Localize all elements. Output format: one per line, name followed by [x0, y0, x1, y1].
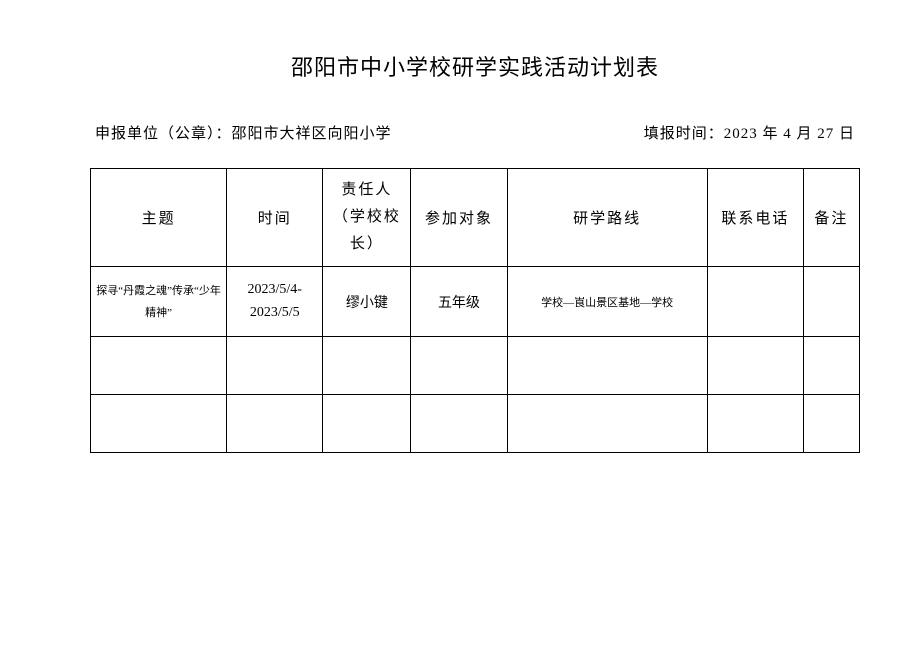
cell-topic	[91, 337, 227, 395]
info-left: 申报单位（公章）：邵阳市大祥区向阳小学	[95, 122, 392, 143]
header-target: 参加对象	[411, 169, 507, 267]
cell-note	[803, 267, 859, 337]
cell-phone	[707, 267, 803, 337]
cell-target	[411, 337, 507, 395]
cell-person: 缪小键	[323, 267, 411, 337]
header-phone: 联系电话	[707, 169, 803, 267]
header-route: 研学路线	[507, 169, 707, 267]
cell-topic: 探寻“丹霞之魂”传承“少年精神”	[91, 267, 227, 337]
cell-time	[227, 337, 323, 395]
info-row: 申报单位（公章）：邵阳市大祥区向阳小学 填报时间：2023 年 4 月 27 日	[90, 122, 860, 143]
cell-route	[507, 395, 707, 453]
cell-person	[323, 395, 411, 453]
date-label: 填报时间：	[644, 126, 724, 142]
cell-phone	[707, 395, 803, 453]
date-value: 2023 年 4 月 27 日	[724, 126, 855, 142]
table-row: 探寻“丹霞之魂”传承“少年精神” 2023/5/4-2023/5/5 缪小键 五…	[91, 267, 860, 337]
cell-time	[227, 395, 323, 453]
cell-person	[323, 337, 411, 395]
cell-topic	[91, 395, 227, 453]
cell-note	[803, 395, 859, 453]
header-person: 责任人（学校校长）	[323, 169, 411, 267]
cell-target: 五年级	[411, 267, 507, 337]
cell-target	[411, 395, 507, 453]
page-title: 邵阳市中小学校研学实践活动计划表	[90, 50, 860, 82]
plan-table: 主题 时间 责任人（学校校长） 参加对象 研学路线 联系电话 备注 探寻“丹霞之…	[90, 168, 860, 453]
applicant-label: 申报单位（公章）：	[95, 126, 232, 142]
cell-route: 学校—崀山景区基地—学校	[507, 267, 707, 337]
cell-note	[803, 337, 859, 395]
cell-time: 2023/5/4-2023/5/5	[227, 267, 323, 337]
table-row	[91, 337, 860, 395]
applicant-value: 邵阳市大祥区向阳小学	[232, 126, 392, 142]
cell-route	[507, 337, 707, 395]
header-time: 时间	[227, 169, 323, 267]
table-row	[91, 395, 860, 453]
table-header-row: 主题 时间 责任人（学校校长） 参加对象 研学路线 联系电话 备注	[91, 169, 860, 267]
header-note: 备注	[803, 169, 859, 267]
info-right: 填报时间：2023 年 4 月 27 日	[644, 122, 855, 143]
cell-phone	[707, 337, 803, 395]
header-topic: 主题	[91, 169, 227, 267]
